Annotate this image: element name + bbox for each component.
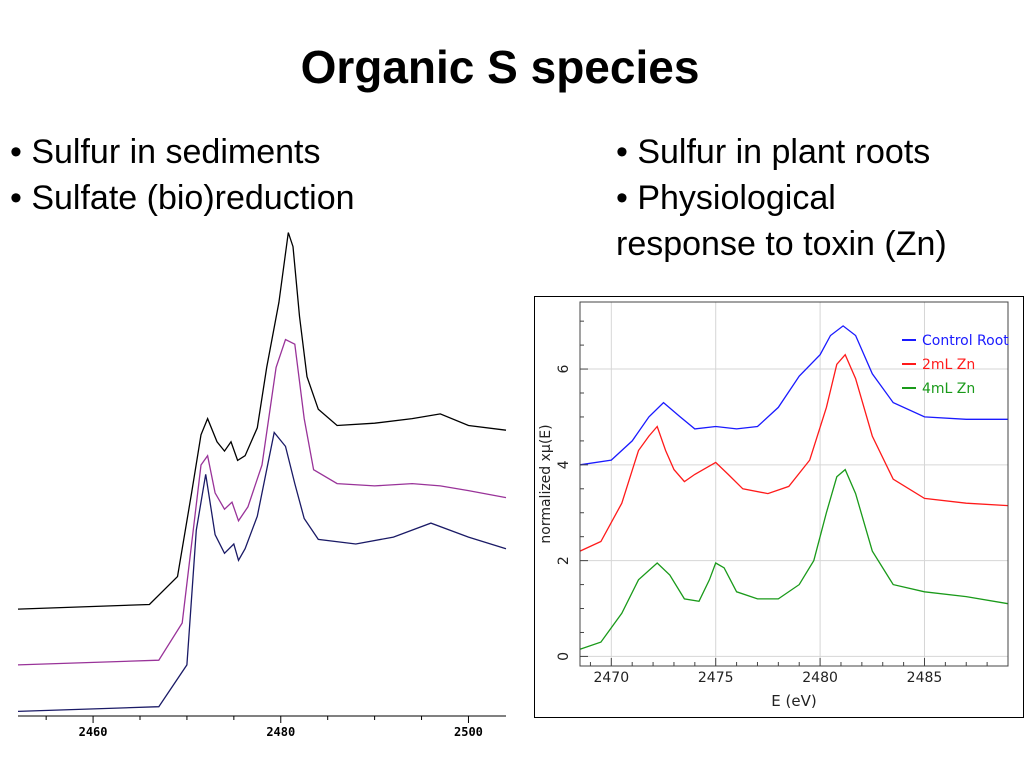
spectrum-line-1 [17, 232, 507, 610]
series-line-4ml-zn [579, 468, 1009, 650]
chart-frame [534, 296, 1024, 718]
legend-label-2ml-zn: 2mL Zn [922, 357, 975, 373]
bullet-sulfate-bioreduction: • Sulfate (bio)reduction [10, 179, 355, 217]
y-axis-label: normalized xμ(E) [538, 424, 554, 543]
x-tick-label: 2480 [802, 670, 838, 686]
plot-area-border [579, 301, 1009, 667]
bullet-sulfur-in-plant-roots: • Sulfur in plant roots [616, 133, 931, 171]
plant-root-spectra-chart: 2470 2475 2480 2485 0 2 4 6 E (eV) normalized xμ(… [534, 296, 1024, 718]
x-tick-label: 2470 [593, 670, 629, 686]
y-tick-label: 2 [556, 556, 572, 565]
slide-title: Organic S species [300, 41, 700, 93]
series-line-2ml-zn [579, 353, 1009, 552]
sediment-spectra-chart: 2460 2480 2500 [17, 232, 507, 739]
bullet-physiological: • Physiological [616, 179, 836, 217]
spectrum-line-3 [17, 431, 507, 713]
right-bullet-list: • Sulfur in plant roots • Physiological … [616, 129, 947, 267]
y-tick-label: 4 [556, 460, 572, 469]
bullet-response-to-toxin: response to toxin (Zn) [616, 225, 947, 263]
x-axis-label: E (eV) [771, 692, 816, 710]
x-tick-label: 2460 [79, 725, 108, 739]
x-tick-label: 2485 [907, 670, 943, 686]
x-tick-label: 2500 [454, 725, 483, 739]
bullet-sulfur-in-sediments: • Sulfur in sediments [10, 133, 321, 171]
series-line-control-root [579, 325, 1008, 466]
y-tick-label: 0 [556, 652, 572, 661]
x-tick-label: 2475 [698, 670, 734, 686]
legend-label-control-root: Control Root [922, 333, 1009, 349]
legend-label-4ml-zn: 4mL Zn [922, 381, 975, 397]
y-tick-label: 6 [556, 365, 572, 374]
spectrum-line-2 [17, 338, 507, 666]
x-tick-label: 2480 [266, 725, 295, 739]
left-bullet-list: • Sulfur in sediments • Sulfate (bio)red… [10, 129, 355, 221]
